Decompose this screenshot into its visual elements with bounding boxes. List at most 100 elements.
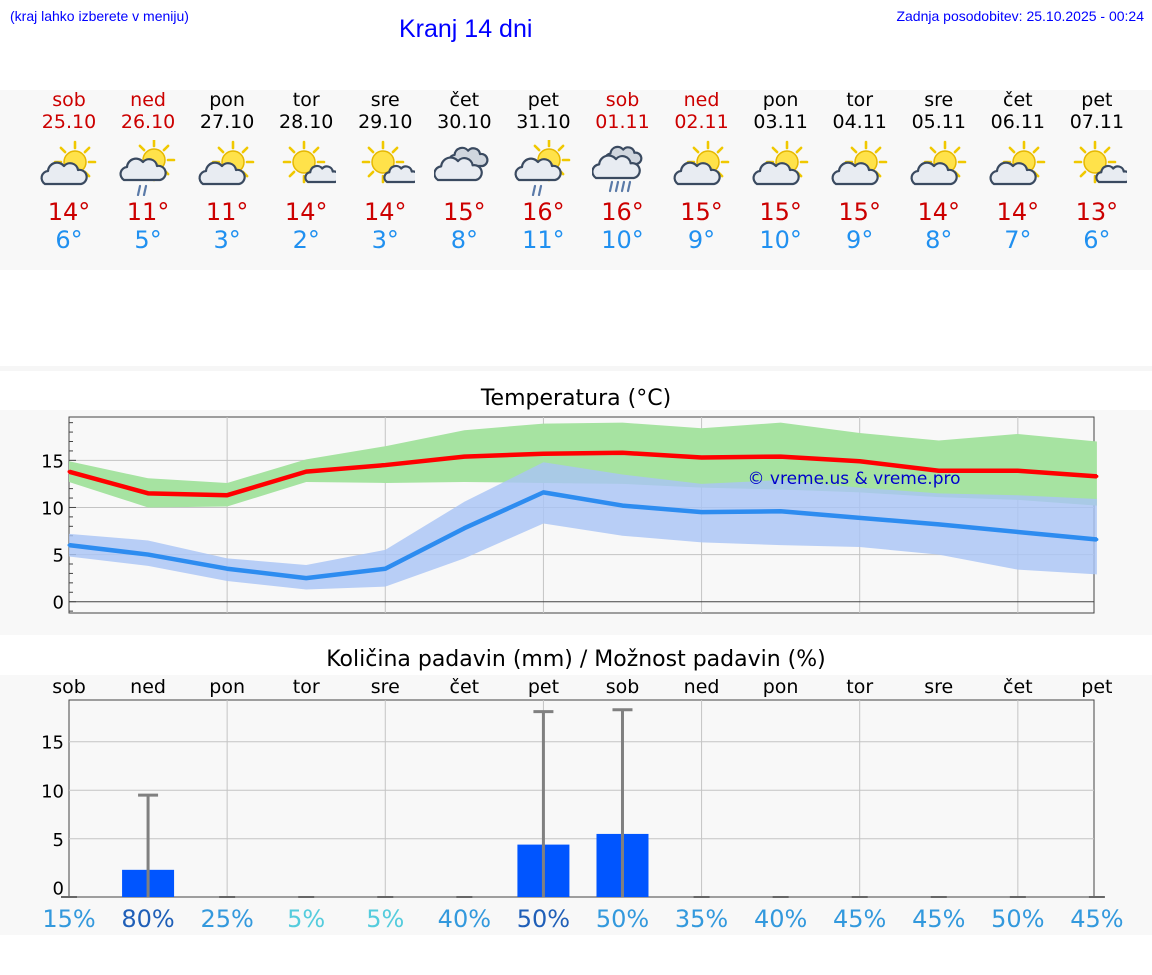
temperature-chart-title: Temperatura (°C) xyxy=(480,386,672,411)
day-date: 31.10 xyxy=(516,111,571,133)
max-temperature: 14° xyxy=(47,198,91,226)
day-date: 27.10 xyxy=(199,111,255,133)
day-column: ned 02.11 15° 9° xyxy=(662,90,742,260)
max-temperature-point xyxy=(858,459,862,463)
max-temperature: 14° xyxy=(363,198,407,226)
plot-area xyxy=(68,699,1095,898)
max-temperature-point xyxy=(937,469,941,473)
watermark-text: © vreme.us & vreme.pro xyxy=(747,469,960,489)
max-temperature: 11° xyxy=(205,198,249,226)
day-date: 28.10 xyxy=(279,111,334,133)
sun-cloud-rain-icon xyxy=(119,140,176,196)
day-column: tor 28.10 14° 2° xyxy=(266,90,346,260)
max-temperature-point xyxy=(1095,474,1099,478)
x-category-label: čet xyxy=(1003,676,1033,698)
min-temperature-point xyxy=(1095,538,1099,541)
min-temperature-point xyxy=(383,567,387,571)
min-temperature: 9° xyxy=(846,226,874,254)
x-category-label: pet xyxy=(528,676,559,698)
day-name: pet xyxy=(1081,89,1113,111)
max-temperature-point xyxy=(1016,469,1020,473)
cloud-rain-icon xyxy=(592,145,643,193)
x-category-label: pon xyxy=(763,676,799,698)
day-name: pon xyxy=(762,89,799,111)
day-name: pet xyxy=(527,89,559,111)
day-column: sob 01.11 16° 10° xyxy=(582,90,662,260)
y-tick-label: 5 xyxy=(53,830,64,851)
max-temperature: 15° xyxy=(759,198,802,226)
max-temperature: 11° xyxy=(126,198,170,226)
day-column: sre 05.11 14° 8° xyxy=(899,90,979,260)
day-column: pet 07.11 13° 6° xyxy=(1057,90,1137,260)
day-column: čet 06.11 14° 7° xyxy=(978,90,1058,260)
precipitation-probability: 45% xyxy=(1070,905,1123,933)
precipitation-probability: 50% xyxy=(517,905,570,933)
day-date: 30.10 xyxy=(437,111,492,133)
x-category-label: tor xyxy=(293,676,320,698)
min-temperature: 8° xyxy=(925,226,953,254)
day-name: tor xyxy=(292,89,320,111)
min-temperature-point xyxy=(462,526,466,530)
y-tick-label: 10 xyxy=(41,781,64,802)
day-name: čet xyxy=(1003,89,1033,111)
y-tick-label: 10 xyxy=(41,498,64,519)
min-temperature-point xyxy=(700,510,704,514)
day-column: pet 31.10 16° 11° xyxy=(503,90,583,260)
x-category-label: sre xyxy=(371,676,400,698)
max-temperature-point xyxy=(462,455,466,459)
day-date: 02.11 xyxy=(674,111,729,133)
precipitation-probability: 25% xyxy=(200,905,253,933)
location-hint: (kraj lahko izberete v meniju) xyxy=(10,8,189,24)
day-date: 07.11 xyxy=(1069,111,1125,133)
max-temperature: 14° xyxy=(917,198,961,226)
precipitation-chart-title: Količina padavin (mm) / Možnost padavin … xyxy=(326,647,826,672)
day-date: 29.10 xyxy=(358,111,413,133)
day-name: ned xyxy=(683,89,720,111)
sun-small-cloud-icon xyxy=(361,140,416,184)
sun-small-cloud-icon xyxy=(1073,140,1127,184)
sun-cloud-icon xyxy=(673,140,729,186)
daily-forecast-panel: sob 25.10 14° 6° ned 26.10 11° 5° pon 27.10 11° 3° t… xyxy=(0,90,1152,270)
max-temperature-point xyxy=(620,451,624,455)
sun-small-cloud-icon xyxy=(282,140,337,184)
min-temperature-point xyxy=(858,516,862,520)
spacer-panel xyxy=(0,270,1152,371)
min-temperature: 5° xyxy=(134,226,162,254)
y-tick-label: 0 xyxy=(53,878,64,899)
max-temperature-point xyxy=(146,491,150,495)
x-category-label: ned xyxy=(684,676,720,698)
day-name: pon xyxy=(209,89,245,111)
min-temperature: 3° xyxy=(371,226,399,254)
x-category-label: pon xyxy=(209,676,245,698)
max-temperature: 15° xyxy=(680,198,723,226)
sun-cloud-icon xyxy=(198,140,255,186)
x-category-label: pet xyxy=(1081,676,1112,698)
max-temperature-point xyxy=(541,452,545,456)
day-column: ned 26.10 11° 5° xyxy=(108,90,188,260)
min-temperature-point xyxy=(225,567,229,571)
precipitation-probability: 5% xyxy=(287,905,325,933)
min-temperature-line xyxy=(68,490,1098,581)
day-column: pon 27.10 11° 3° xyxy=(187,90,267,260)
x-category-label: sob xyxy=(52,676,86,698)
precipitation-probability: 5% xyxy=(366,905,404,933)
x-category-label: sob xyxy=(606,676,640,698)
x-category-label: sre xyxy=(924,676,953,698)
max-temperature: 16° xyxy=(522,198,565,226)
precipitation-probability: 50% xyxy=(991,905,1044,933)
min-temperature: 11° xyxy=(522,226,565,254)
day-column: pon 03.11 15° 10° xyxy=(741,90,821,260)
y-tick-label: 5 xyxy=(53,546,64,567)
last-updated: Zadnja posodobitev: 25.10.2025 - 00:24 xyxy=(896,8,1144,24)
day-date: 25.10 xyxy=(41,111,97,133)
day-name: sob xyxy=(605,89,640,111)
x-category-label: čet xyxy=(450,676,480,698)
max-temperature-point xyxy=(383,463,387,467)
day-column: čet 30.10 15° 8° xyxy=(424,90,504,260)
min-temperature: 6° xyxy=(1083,226,1111,254)
max-temperature-point xyxy=(225,493,229,497)
day-name: čet xyxy=(449,89,480,111)
sun-cloud-icon xyxy=(752,140,808,186)
precipitation-probability: 45% xyxy=(912,905,965,933)
precipitation-probability: 35% xyxy=(675,905,728,933)
